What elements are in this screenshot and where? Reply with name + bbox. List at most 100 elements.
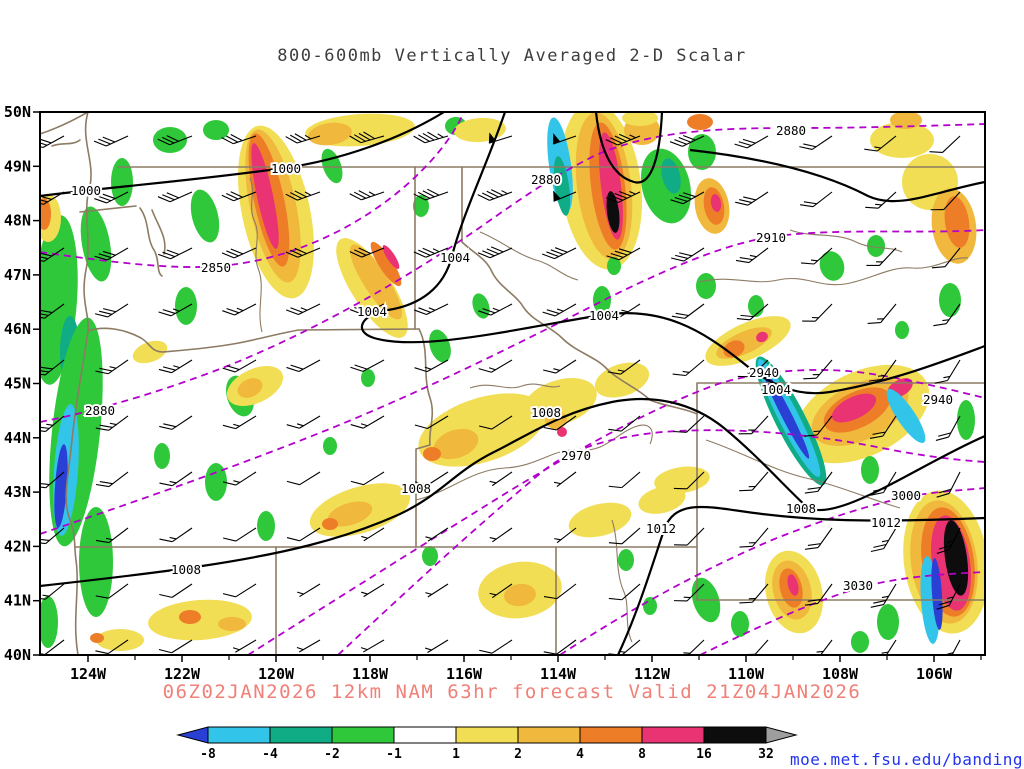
wind-barb (360, 639, 385, 653)
wind-barb (739, 527, 769, 548)
wind-barb (489, 527, 513, 543)
wind-barb (553, 190, 577, 202)
mslp-contour-label: 1004 (761, 382, 791, 397)
wind-barb (40, 191, 65, 205)
wind-barb (735, 191, 769, 206)
wind-barb (607, 303, 641, 318)
wind-barb (350, 415, 385, 429)
wind-barb (95, 471, 129, 488)
colorbar-segment (517, 726, 581, 744)
wind-barb (479, 415, 513, 430)
lon-label: 106W (916, 665, 953, 683)
contour-labels: 1000 1000 1004 1004 1004 1004 1008 1008 1008 1008… (69, 121, 955, 595)
forecast-caption: 06Z02JAN2026 12km NAM 63hr forecast Vali… (162, 681, 862, 703)
wind-barb (94, 191, 129, 204)
lat-label: 48N (4, 212, 31, 230)
wind-barb (297, 583, 321, 598)
wind-barb (478, 303, 513, 316)
wind-barb (285, 247, 321, 258)
lat-label: 41N (4, 592, 31, 610)
wind-barb (683, 639, 705, 655)
site-link[interactable]: moe.met.fsu.edu/banding (790, 750, 1024, 769)
wind-barb (671, 247, 705, 262)
wind-barb (608, 471, 641, 489)
colorbar-tick-label: 4 (576, 747, 584, 762)
wind-barb (223, 527, 257, 542)
height-contour-label: 2880 (85, 403, 115, 418)
wind-barb (222, 303, 257, 316)
wind-barb (361, 583, 385, 598)
wind-barb (608, 527, 641, 545)
wind-barb (414, 471, 449, 486)
height-contour-label: 2970 (561, 448, 591, 463)
wind-barb (286, 527, 321, 542)
colorbar-tick-label: -1 (386, 747, 402, 762)
wind-barb (40, 583, 65, 600)
wind-barb (671, 303, 705, 319)
wind-barb (361, 527, 385, 542)
wind-barb (221, 247, 257, 259)
colorbar-segment (331, 726, 395, 744)
lat-label: 47N (4, 266, 31, 284)
wind-barb (413, 131, 449, 144)
wind-barb (606, 247, 641, 261)
mslp-contour-label: 1008 (171, 562, 201, 577)
wind-barb (94, 303, 129, 318)
wind-barb (221, 191, 257, 202)
lat-label: 49N (4, 157, 31, 175)
frontogenesis-shading (40, 112, 985, 653)
colorbar-right-arrow (765, 726, 798, 744)
wind-barb (93, 135, 129, 147)
wind-barb (286, 471, 321, 486)
wind-barb (800, 191, 833, 208)
lon-label: 108W (822, 665, 859, 683)
wind-barb (866, 247, 897, 266)
lon-label: 120W (258, 665, 295, 683)
wind-barb (349, 247, 385, 258)
wind-barb (478, 359, 513, 373)
wind-barb (413, 303, 449, 316)
wind-barb (870, 583, 897, 608)
wind-barb (734, 135, 769, 149)
wind-barb (804, 583, 833, 606)
mslp-contour-label: 1012 (646, 521, 676, 536)
wind-barb (349, 190, 385, 201)
wind-barb (350, 359, 385, 372)
wind-barb (870, 527, 897, 553)
wind-barb (543, 583, 577, 600)
wind-barb (935, 415, 961, 441)
wind-barb (673, 583, 705, 602)
mslp-contour-label: 1008 (531, 405, 561, 420)
wind-barb (222, 583, 257, 598)
wind-barb (673, 415, 705, 433)
wind-barb (413, 247, 449, 258)
wind-barb (232, 639, 257, 653)
mslp-contour-label: 1004 (357, 304, 387, 319)
lon-label: 118W (352, 665, 389, 683)
wind-barb (607, 359, 641, 375)
wind-barb (542, 303, 577, 317)
wind-barb (158, 359, 193, 374)
wind-barb (865, 191, 897, 209)
colorbar-segment (207, 726, 271, 744)
lon-label: 124W (70, 665, 107, 683)
wind-barb (803, 359, 833, 380)
wind-barb (159, 583, 193, 598)
wind-barb (864, 135, 897, 152)
wind-barb (477, 246, 513, 259)
wind-barb (40, 247, 65, 262)
lon-label: 122W (164, 665, 201, 683)
wind-barb (349, 303, 385, 315)
colorbar-segment (393, 726, 457, 744)
wind-barb (95, 415, 129, 431)
wind-barbs (40, 131, 961, 655)
wind-barb (158, 247, 193, 260)
wind-barb (350, 471, 385, 486)
wind-barb (222, 359, 257, 373)
lon-label: 116W (446, 665, 483, 683)
wind-barb (670, 191, 705, 205)
wind-barb (425, 527, 449, 542)
wind-barb (739, 471, 769, 492)
wind-barb (669, 134, 705, 147)
